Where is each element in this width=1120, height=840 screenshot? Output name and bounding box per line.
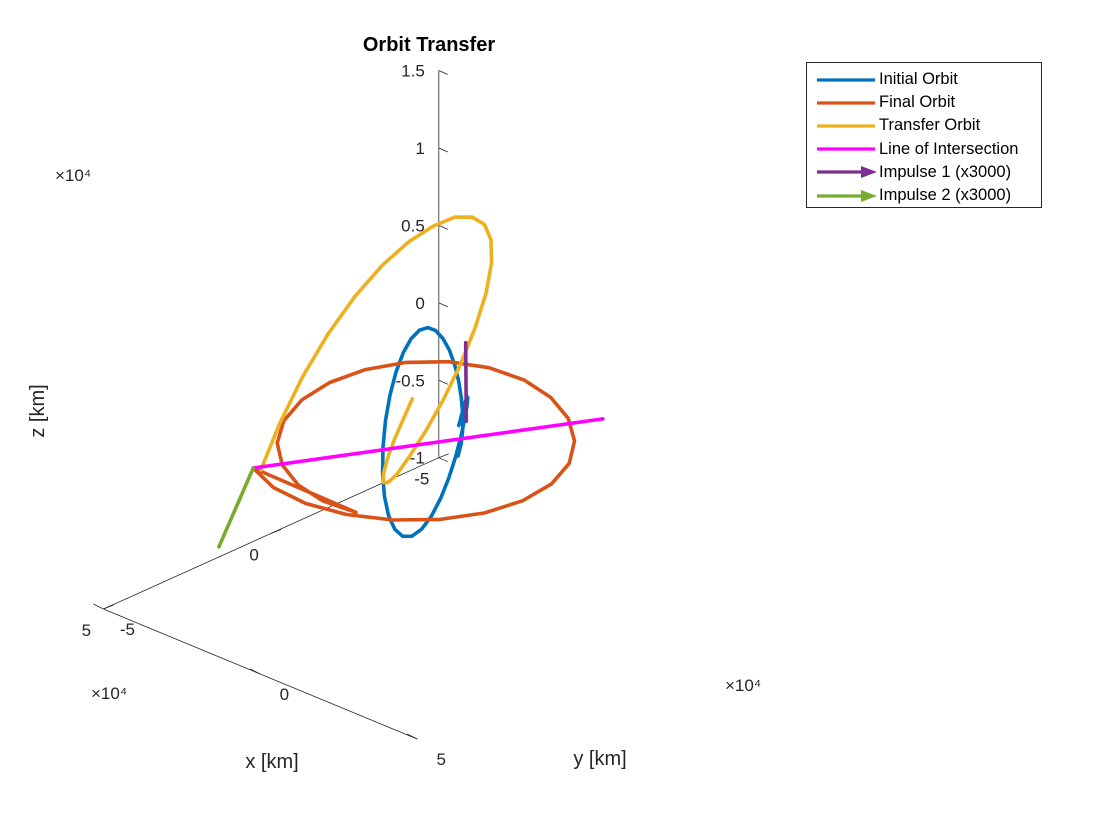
- y-tick-mark: [93, 603, 104, 610]
- z-tick-mark: [438, 379, 448, 385]
- legend-label: Final Orbit: [879, 93, 956, 112]
- legend-label: Initial Orbit: [879, 70, 958, 89]
- z-tick-label: 0.5: [401, 216, 425, 235]
- series-impulse-2-x3000: [217, 466, 255, 549]
- series-line-of-intersection: [251, 417, 605, 470]
- y-tick-label: 5: [436, 750, 445, 769]
- legend-item-transfer-orbit[interactable]: Transfer Orbit: [815, 114, 1041, 137]
- y-tick-mark: [407, 733, 418, 740]
- legend: Initial Orbit Final Orbit Transfer Orbit…: [806, 62, 1042, 208]
- series-final-orbit: [251, 359, 577, 522]
- x-tick-mark: [270, 528, 282, 534]
- series-transfer-orbit: [259, 215, 494, 485]
- axis-ticks: -1-0.500.511.5-505 -505: [82, 62, 449, 769]
- x-tick-mark: [438, 453, 449, 459]
- y-axis-multiplier: ×10⁴: [725, 676, 761, 695]
- z-tick-mark: [438, 225, 448, 230]
- legend-swatch-line: [817, 101, 875, 105]
- data-series: [217, 215, 605, 549]
- legend-item-impulse-2[interactable]: Impulse 2 (x3000): [815, 184, 1041, 207]
- z-tick-mark: [438, 147, 448, 153]
- y-tick-label: -5: [120, 620, 135, 639]
- x-tick-mark: [103, 604, 114, 610]
- y-tick-mark: [250, 668, 261, 675]
- z-tick-mark: [438, 70, 448, 75]
- legend-swatch-line: [817, 124, 875, 128]
- legend-label: Impulse 1 (x3000): [879, 162, 1012, 181]
- legend-swatch-line: [817, 147, 875, 151]
- legend-label: Transfer Orbit: [879, 116, 981, 135]
- y-tick-label: 0: [280, 685, 289, 704]
- legend-item-line-of-intersection[interactable]: Line of Intersection: [815, 138, 1041, 161]
- legend-item-impulse-1[interactable]: Impulse 1 (x3000): [815, 161, 1041, 184]
- z-tick-label: 1: [415, 139, 424, 158]
- legend-label: Impulse 2 (x3000): [879, 186, 1012, 205]
- legend-label: Line of Intersection: [879, 139, 1019, 158]
- z-tick-label: 1.5: [401, 62, 425, 81]
- z-tick-label: -0.5: [396, 371, 425, 390]
- z-tick-mark: [438, 457, 448, 463]
- legend-swatch-line: [817, 77, 875, 82]
- x-tick-label: 0: [249, 545, 258, 564]
- x-axis-label: x [km]: [245, 751, 298, 773]
- z-tick-label: 0: [415, 294, 424, 313]
- x-tick-label: 5: [82, 621, 91, 640]
- legend-item-final-orbit[interactable]: Final Orbit: [815, 91, 1041, 114]
- legend-swatch-arrow: [817, 189, 877, 202]
- z-axis-label: z [km]: [27, 384, 49, 437]
- legend-swatch-arrow: [817, 166, 877, 179]
- x-axis-multiplier: ×10⁴: [91, 684, 127, 703]
- legend-item-initial-orbit[interactable]: Initial Orbit: [815, 68, 1041, 91]
- x-tick-label: -5: [414, 470, 429, 489]
- z-axis-multiplier: ×10⁴: [55, 166, 91, 185]
- chart-title: Orbit Transfer: [362, 34, 496, 56]
- y-axis-label: y [km]: [573, 748, 626, 770]
- z-tick-mark: [438, 302, 448, 308]
- series-impulse-1-x3000: [463, 340, 469, 423]
